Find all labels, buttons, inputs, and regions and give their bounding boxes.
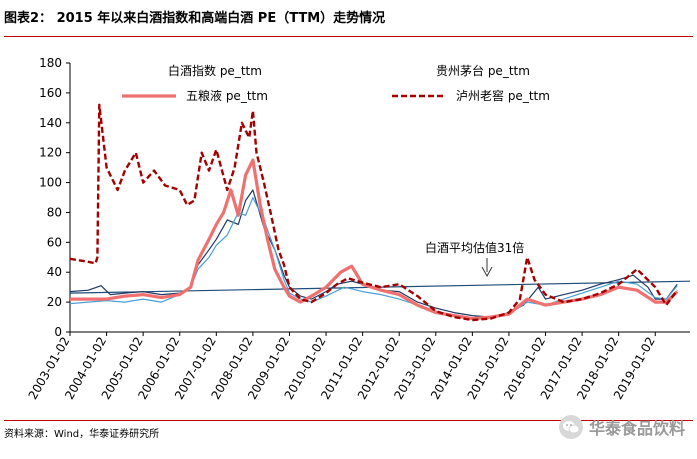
footer-rule [4,420,693,421]
watermark: 华泰食品饮料 [558,414,685,440]
figure-title: 图表2： 2015 年以来白酒指数和高端白酒 PE（TTM）走势情况 [4,11,386,26]
legend-label-2: 贵州茅台 pe_ttm [436,63,530,78]
y-tick-label: 140 [39,116,62,130]
legend-label-4: 泸州老窖 pe_ttm [456,88,550,103]
legend-label-1: 白酒指数 pe_ttm [168,63,262,78]
y-tick-label: 160 [39,86,62,100]
y-tick-label: 40 [47,265,62,279]
annotation-arrow-head [481,266,493,278]
axes: 0204060801001201401601802003-01-022004-0… [26,56,690,402]
series-line-2 [69,196,678,320]
legend-label-3: 五粮液 pe_ttm [186,88,268,103]
series-line-3 [70,158,679,321]
wechat-icon [558,415,583,439]
average-pe-annotation: 白酒平均估值31倍 [425,240,524,255]
y-tick-label: 120 [39,146,62,160]
series-line-4 [69,103,679,322]
title-rule [4,36,693,37]
y-tick-label: 80 [47,205,62,219]
series-lines [69,103,691,322]
y-tick-label: 0 [54,325,62,339]
legend: 白酒指数 pe_ttm 贵州茅台 pe_ttm 五粮液 pe_ttm 泸州老窖 pe_… [122,63,550,103]
watermark-text: 华泰食品饮料 [588,419,685,438]
annotations: 白酒平均估值31倍 [425,240,524,278]
y-tick-label: 20 [47,295,62,309]
y-tick-label: 100 [39,176,62,190]
source-note: 资料来源：Wind，华泰证券研究所 [4,429,160,440]
y-tick-label: 60 [47,235,62,249]
y-tick-label: 180 [39,56,62,70]
